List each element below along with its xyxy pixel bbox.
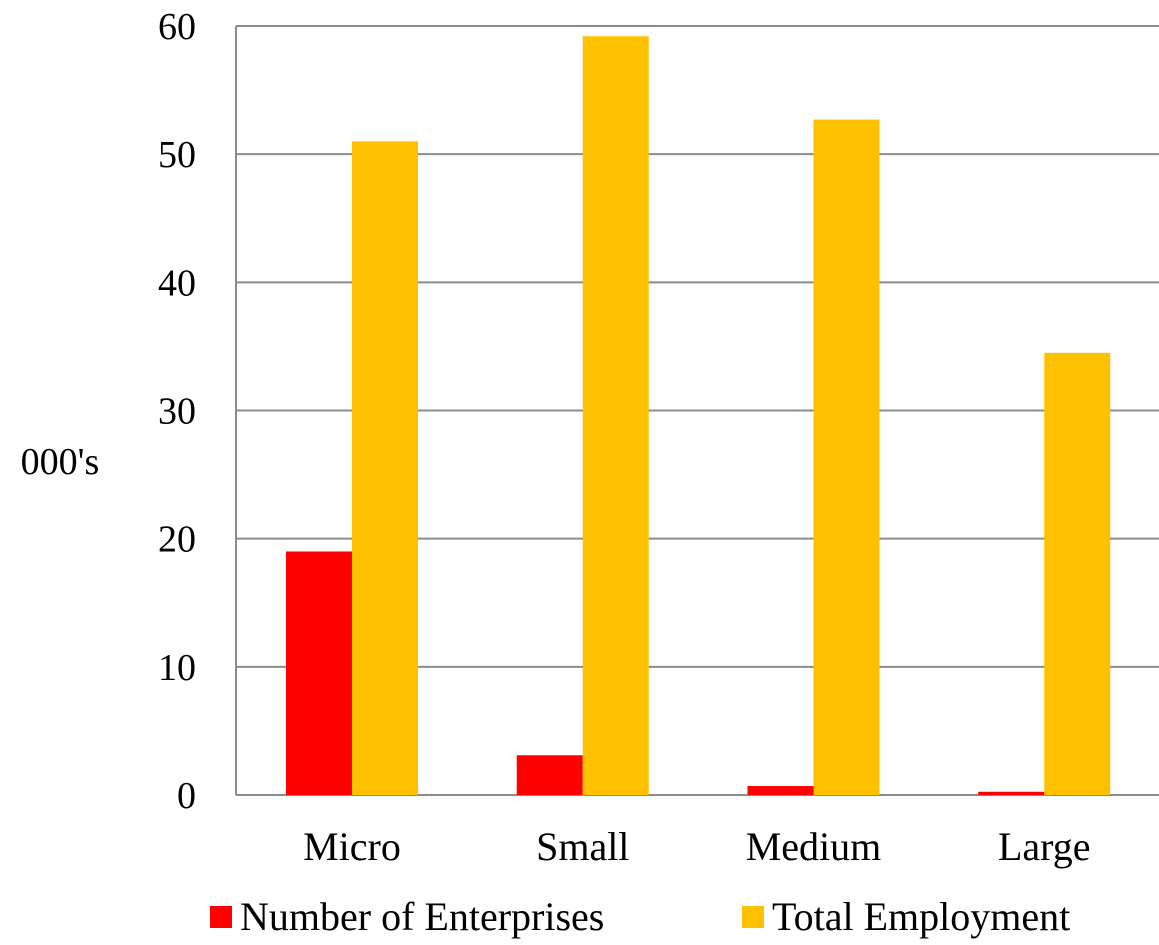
x-category-label: Small — [536, 824, 629, 869]
bar-total-employment-large — [1044, 352, 1111, 795]
y-tick-label: 20 — [158, 519, 196, 561]
y-tick-label: 0 — [177, 775, 196, 817]
y-axis-label: 000's — [21, 441, 100, 483]
y-tick-label: 50 — [158, 134, 196, 176]
y-tick-label: 10 — [158, 647, 196, 689]
bar-total-employment-medium — [813, 119, 880, 796]
x-axis-categories: Micro Small Medium Large — [303, 824, 1090, 869]
x-category-label: Medium — [746, 824, 882, 869]
bar-number-of-enterprises-micro — [286, 551, 352, 795]
bar-number-of-enterprises-large — [978, 791, 1045, 795]
legend-swatch — [210, 906, 232, 928]
y-axis-ticks: 0 10 20 30 40 50 60 — [158, 6, 196, 817]
y-tick-label: 40 — [158, 262, 196, 304]
bar-number-of-enterprises-medium — [747, 786, 814, 795]
legend: Number of Enterprises Total Employment — [210, 894, 1070, 939]
y-tick-label: 60 — [158, 6, 196, 48]
y-tick-label: 30 — [158, 391, 196, 433]
x-category-label: Micro — [303, 824, 401, 869]
bar-total-employment-micro — [352, 141, 418, 796]
x-category-label: Large — [998, 824, 1091, 869]
legend-label: Number of Enterprises — [240, 894, 604, 939]
bar-total-employment-small — [582, 36, 649, 795]
bars — [286, 36, 1111, 796]
legend-swatch — [742, 906, 764, 928]
legend-label: Total Employment — [772, 894, 1070, 939]
bar-number-of-enterprises-small — [516, 755, 583, 795]
